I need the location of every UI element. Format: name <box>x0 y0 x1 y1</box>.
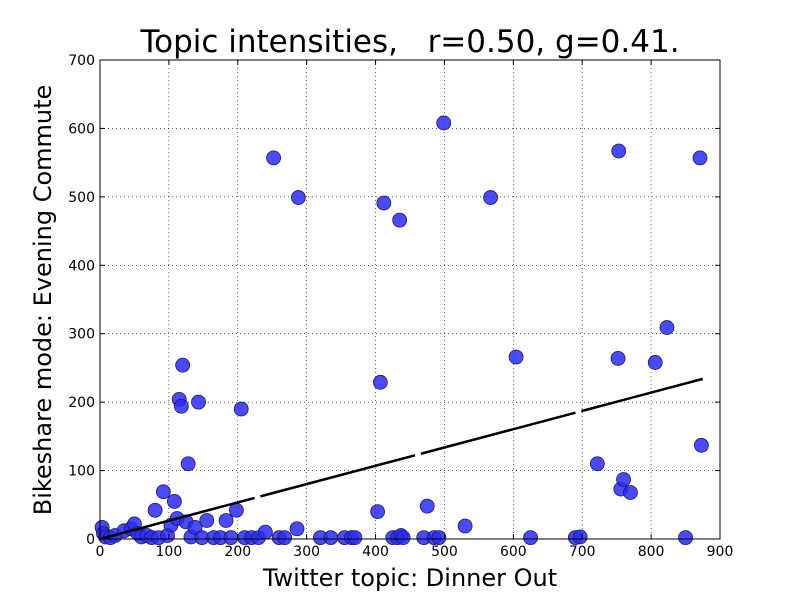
data-point <box>155 484 171 500</box>
x-tick-label: 700 <box>569 544 596 560</box>
data-point <box>483 190 499 205</box>
data-point <box>173 398 189 414</box>
x-tick-label: 500 <box>431 544 458 560</box>
y-tick-label: 200 <box>68 395 95 411</box>
x-tick-label: 300 <box>293 544 320 560</box>
data-point <box>395 530 411 546</box>
x-tick-label: 800 <box>638 544 665 560</box>
data-point <box>175 357 191 373</box>
data-point <box>223 530 239 546</box>
data-point <box>523 530 538 546</box>
y-tick-label: 600 <box>68 121 95 137</box>
data-point <box>323 530 339 546</box>
y-tick-label: 300 <box>68 327 95 343</box>
data-point <box>199 513 215 528</box>
data-point <box>233 401 249 417</box>
y-axis-label: Bikeshare mode: Evening Commute <box>29 85 57 516</box>
data-point <box>647 355 663 370</box>
data-point <box>289 521 305 537</box>
y-tick-label: 500 <box>68 190 95 206</box>
plot-frame <box>99 59 721 540</box>
data-point <box>623 485 638 500</box>
y-tick-label: 400 <box>68 258 95 274</box>
data-point <box>370 504 386 520</box>
fit-line <box>99 377 704 541</box>
data-point <box>419 498 435 514</box>
data-point <box>180 456 196 472</box>
data-point <box>376 195 392 211</box>
data-point <box>610 350 626 366</box>
y-tick-label: 100 <box>68 464 95 480</box>
fit-line-group <box>99 377 704 541</box>
x-axis-label: Twitter topic: Dinner Out <box>262 564 557 592</box>
x-tick-label: 0 <box>96 544 105 560</box>
data-point <box>508 349 524 365</box>
data-point <box>290 190 306 205</box>
data-point <box>678 530 693 546</box>
data-point <box>257 524 273 540</box>
data-point <box>187 519 203 535</box>
data-point <box>611 143 627 159</box>
chart-title: Topic intensities, r=0.50, g=0.41. <box>139 24 679 60</box>
data-point <box>692 150 708 166</box>
data-point <box>166 493 182 509</box>
axis-ticks: 0 100 200 300 400 500 600 700 800 900 0 100 200 300 40… <box>68 53 733 560</box>
y-tick-label: 700 <box>68 53 95 69</box>
data-points <box>94 115 709 546</box>
data-point <box>694 437 709 453</box>
data-point <box>616 472 631 487</box>
x-tick-label: 600 <box>500 544 527 560</box>
data-point <box>147 502 163 518</box>
data-point <box>572 529 588 545</box>
y-tick-label: 0 <box>86 532 95 548</box>
data-point <box>218 513 234 528</box>
data-point <box>191 394 206 410</box>
data-point <box>266 150 282 166</box>
data-point <box>277 530 293 546</box>
data-point <box>659 320 675 335</box>
data-point <box>457 518 473 534</box>
data-point <box>436 115 452 131</box>
data-point <box>372 374 388 390</box>
data-point <box>431 530 447 546</box>
x-tick-label: 900 <box>707 544 734 560</box>
x-tick-label: 100 <box>156 544 183 560</box>
data-point <box>347 530 363 546</box>
x-tick-label: 200 <box>224 544 251 560</box>
data-point <box>392 212 408 228</box>
data-point <box>589 456 605 472</box>
x-tick-label: 400 <box>362 544 389 560</box>
